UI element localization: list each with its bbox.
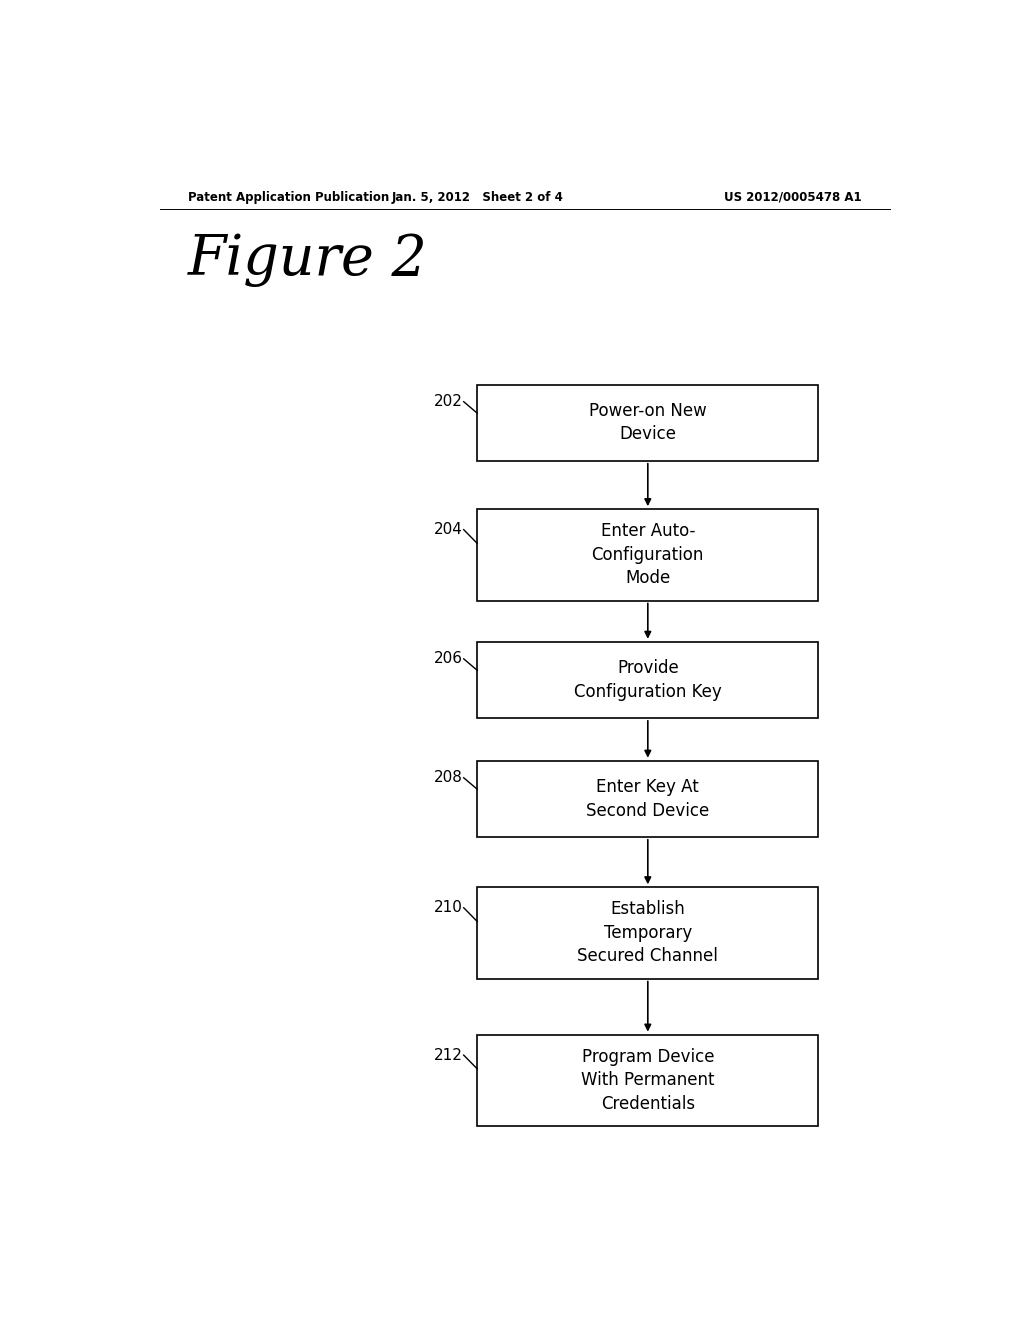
Text: Establish
Temporary
Secured Channel: Establish Temporary Secured Channel (578, 900, 718, 965)
Text: Figure 2: Figure 2 (187, 232, 427, 288)
Text: Enter Auto-
Configuration
Mode: Enter Auto- Configuration Mode (592, 523, 703, 587)
Text: Power-on New
Device: Power-on New Device (589, 401, 707, 444)
Text: US 2012/0005478 A1: US 2012/0005478 A1 (724, 190, 862, 203)
Text: 208: 208 (433, 771, 463, 785)
Text: 202: 202 (433, 395, 463, 409)
Bar (477, 887, 818, 978)
Text: Jan. 5, 2012   Sheet 2 of 4: Jan. 5, 2012 Sheet 2 of 4 (391, 190, 563, 203)
Bar (477, 384, 818, 461)
Text: Program Device
With Permanent
Credentials: Program Device With Permanent Credential… (581, 1048, 715, 1113)
Text: 206: 206 (433, 651, 463, 667)
Bar (477, 642, 818, 718)
Text: 210: 210 (433, 900, 463, 915)
Text: Patent Application Publication: Patent Application Publication (187, 190, 389, 203)
Bar (477, 1035, 818, 1126)
Text: 212: 212 (433, 1048, 463, 1063)
Text: Provide
Configuration Key: Provide Configuration Key (573, 659, 722, 701)
Text: 204: 204 (433, 523, 463, 537)
Bar (477, 510, 818, 601)
Text: Enter Key At
Second Device: Enter Key At Second Device (586, 777, 710, 820)
Bar (477, 760, 818, 837)
